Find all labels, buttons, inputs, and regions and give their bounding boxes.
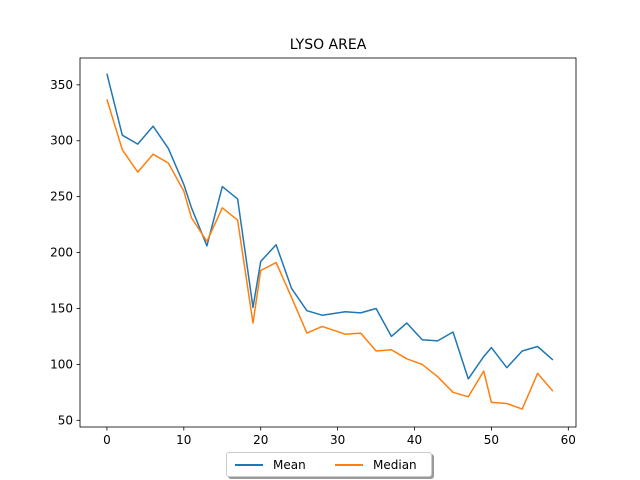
legend-label-mean: Mean [273, 458, 306, 472]
y-tick-label: 300 [50, 134, 73, 148]
x-tick-label: 0 [103, 433, 111, 447]
chart-title: LYSO AREA [290, 37, 367, 53]
x-tick-label: 20 [253, 433, 268, 447]
y-tick-label: 350 [50, 78, 73, 92]
axes-frame [79, 57, 577, 428]
series-line-mean [106, 73, 554, 380]
x-tick-label: 60 [561, 433, 576, 447]
y-tick-label: 150 [50, 301, 73, 315]
plot-area: 0 10 20 30 40 50 60 50 100 150 200 250 300 350 [50, 57, 577, 447]
series-line-median [106, 99, 554, 410]
y-tick-label: 250 [50, 190, 73, 204]
legend-swatch-mean [235, 464, 263, 466]
x-tick-label: 30 [330, 433, 345, 447]
y-tick-label: 200 [50, 246, 73, 260]
x-tick-label: 50 [484, 433, 499, 447]
legend-label-median: Median [373, 458, 417, 472]
y-tick-label: 50 [58, 413, 73, 427]
x-tick-label: 40 [407, 433, 422, 447]
legend: Mean Median [226, 452, 432, 477]
y-tick-label: 100 [50, 357, 73, 371]
legend-swatch-median [335, 464, 363, 466]
x-tick-label: 10 [176, 433, 191, 447]
